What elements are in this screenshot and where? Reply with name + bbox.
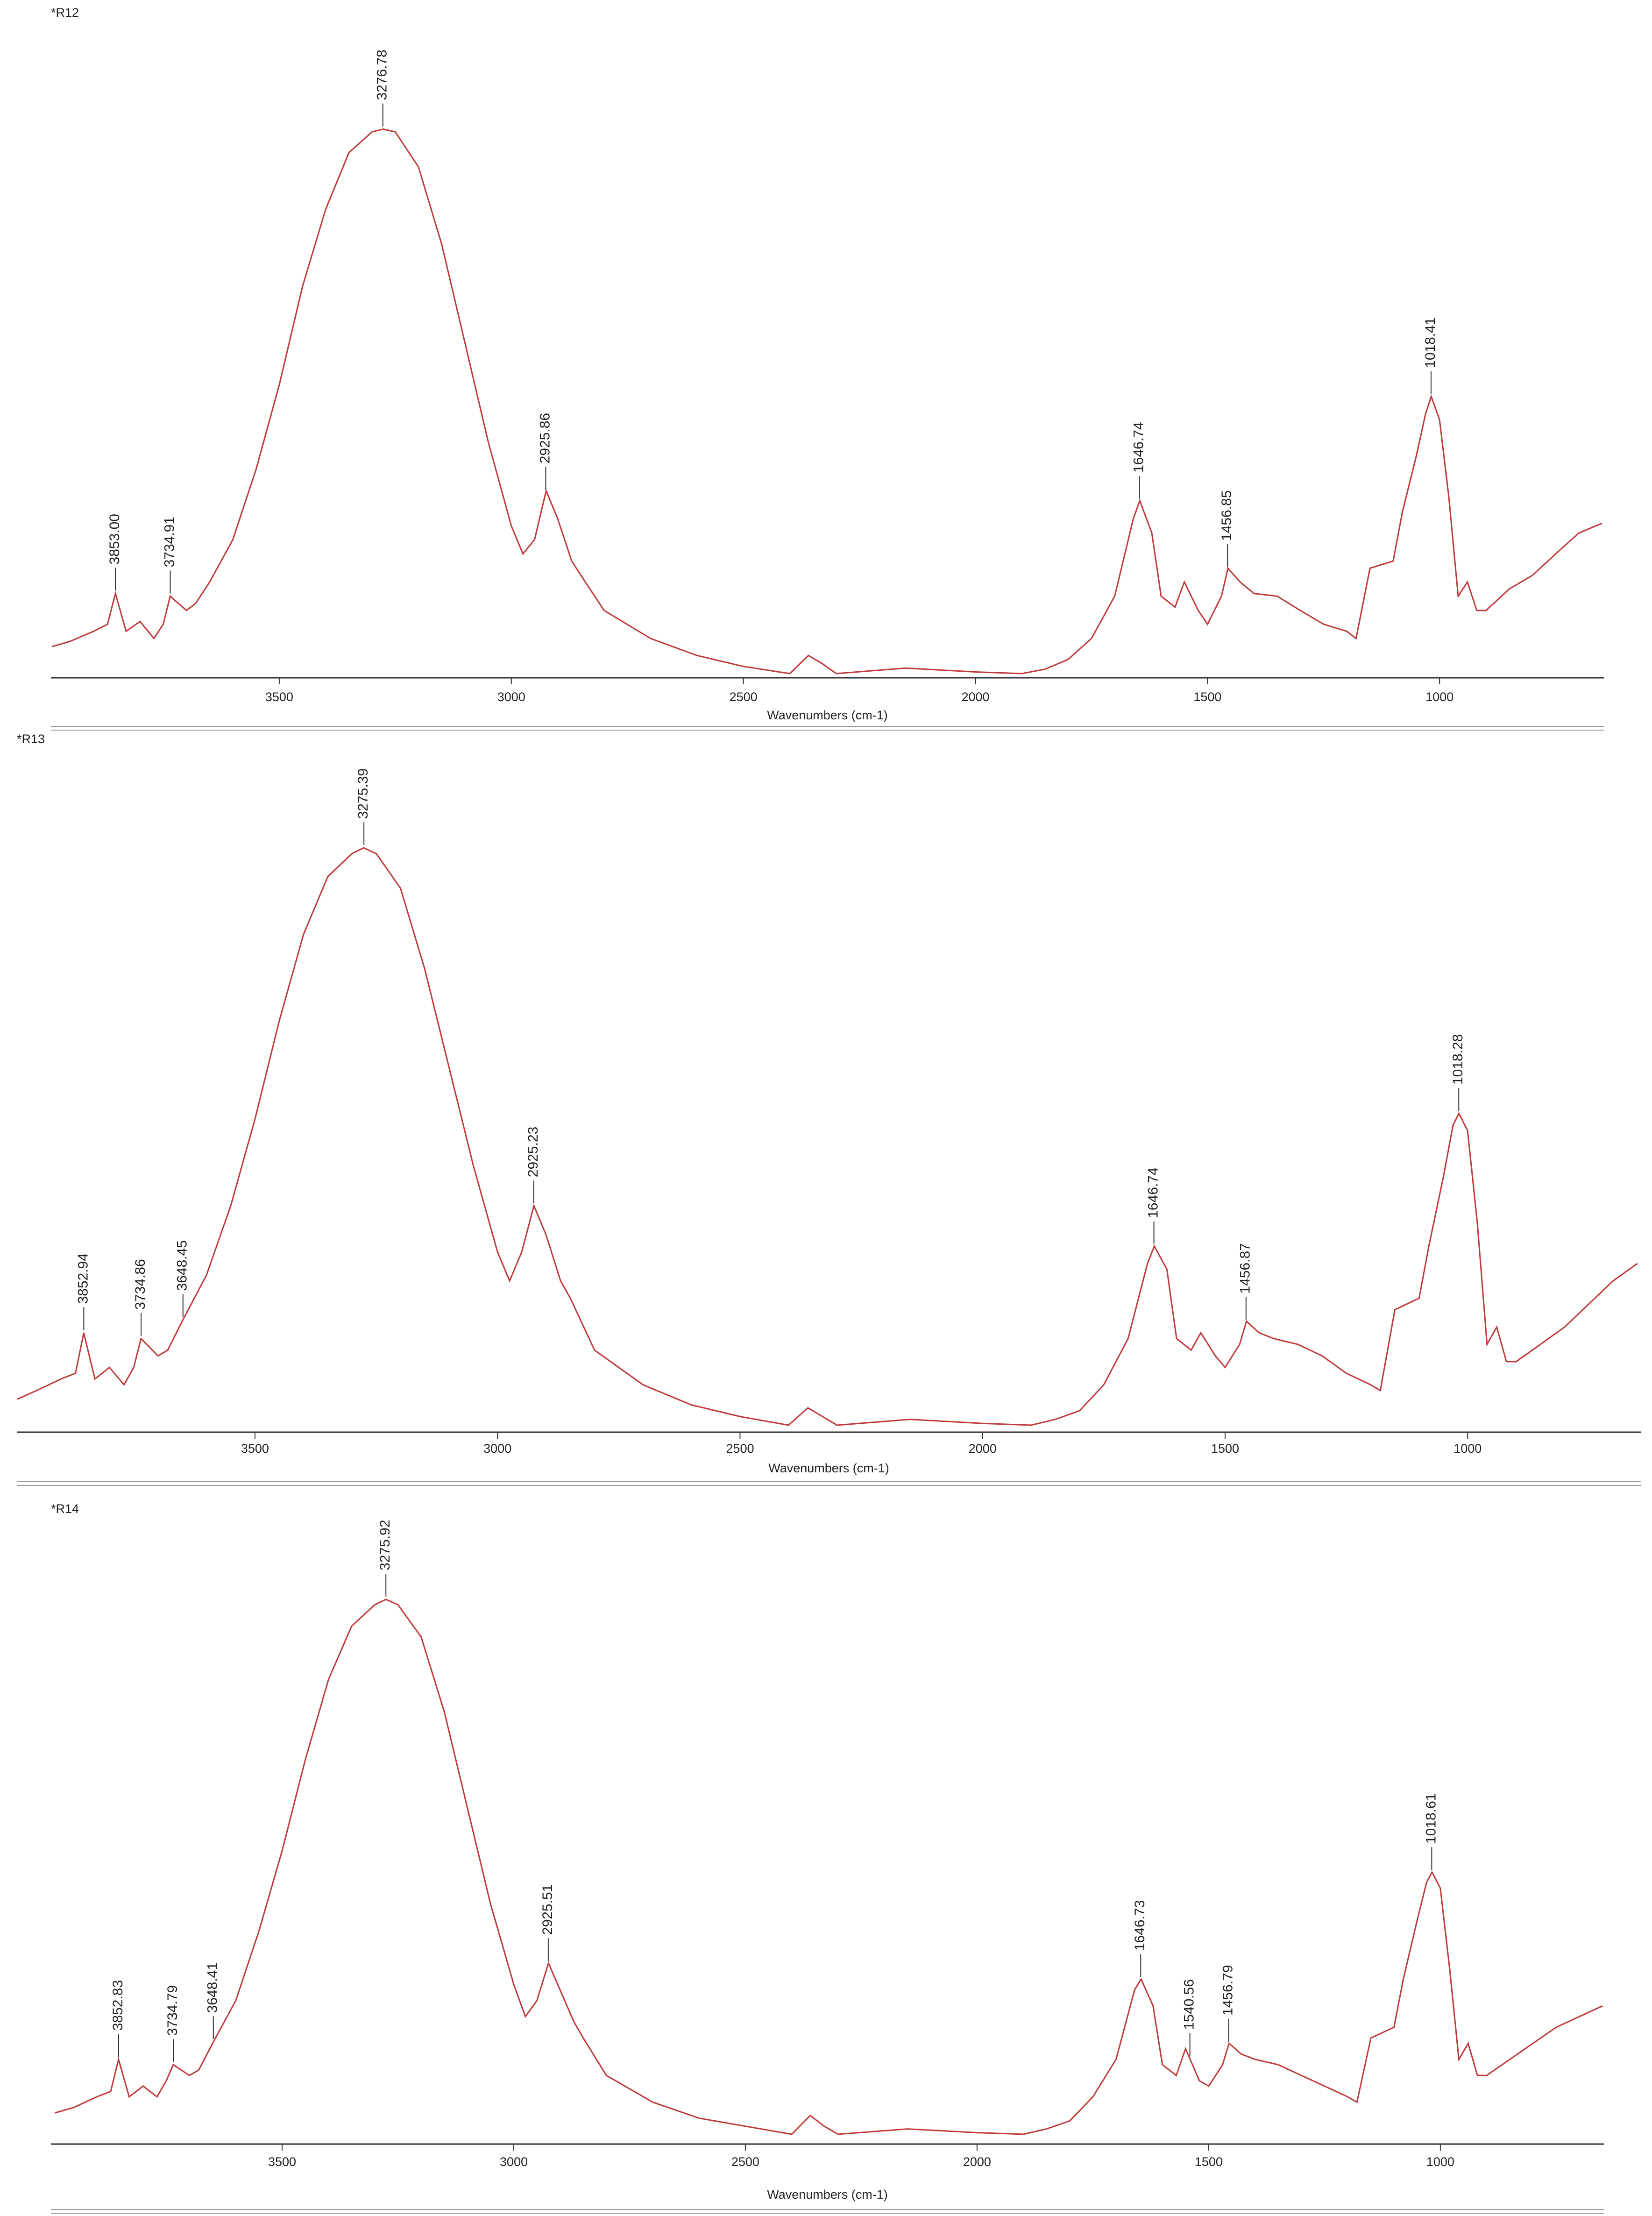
- peak-label: 3853.00: [107, 514, 122, 564]
- chart-title: *R14: [51, 1502, 79, 1516]
- x-tick-label: 2000: [969, 1442, 997, 1456]
- peak-label: 3734.86: [133, 1259, 148, 1309]
- x-tick-label: 3500: [241, 1442, 269, 1456]
- x-axis-label: Wavenumbers (cm-1): [767, 708, 888, 722]
- peak-label: 1456.79: [1220, 1965, 1236, 2015]
- peak-label: 1018.61: [1423, 1793, 1439, 1844]
- x-tick-label: 1500: [1211, 1442, 1239, 1456]
- peak-label: 3734.91: [162, 517, 177, 567]
- x-tick-label: 1500: [1195, 2155, 1223, 2169]
- peak-label: 1456.85: [1219, 490, 1234, 541]
- x-tick-label: 1000: [1425, 690, 1453, 704]
- x-tick-label: 3500: [268, 2155, 296, 2169]
- x-tick-label: 3000: [483, 1442, 511, 1456]
- x-tick-label: 2000: [963, 2155, 991, 2169]
- peak-label: 1018.41: [1423, 317, 1438, 368]
- peak-label: 3648.41: [205, 1962, 220, 2013]
- peak-label: 2925.86: [537, 413, 553, 463]
- x-axis-label: Wavenumbers (cm-1): [767, 2188, 888, 2202]
- peak-label: 3734.79: [165, 1985, 180, 2036]
- x-tick-label: 1500: [1193, 690, 1221, 704]
- x-tick-label: 3000: [500, 2155, 528, 2169]
- peak-label: 1646.74: [1146, 1167, 1161, 1218]
- peak-label: 3276.78: [375, 50, 390, 100]
- x-axis-label: Wavenumbers (cm-1): [768, 1461, 889, 1475]
- x-tick-label: 2500: [731, 2155, 759, 2169]
- peak-label: 3648.45: [175, 1240, 190, 1291]
- chart-title: *R13: [17, 732, 45, 746]
- x-tick-label: 1000: [1453, 1442, 1482, 1456]
- peak-label: 1018.28: [1450, 1034, 1466, 1085]
- x-tick-label: 1000: [1426, 2155, 1454, 2169]
- peak-label: 1540.56: [1182, 1979, 1197, 2030]
- x-tick-label: 2500: [726, 1442, 754, 1456]
- chart-title: *R12: [51, 6, 79, 20]
- x-tick-label: 2500: [730, 690, 758, 704]
- peak-label: 1456.87: [1238, 1243, 1253, 1293]
- peak-label: 3275.39: [355, 768, 371, 819]
- peak-label: 2925.23: [525, 1127, 541, 1177]
- x-tick-label: 2000: [961, 690, 989, 704]
- x-tick-label: 3500: [265, 690, 293, 704]
- peak-label: 1646.74: [1131, 422, 1146, 472]
- spectrum-line: [17, 847, 1638, 1426]
- peak-label: 1646.73: [1132, 1900, 1148, 1951]
- spectrum-line: [51, 128, 1602, 675]
- peak-label: 3852.83: [110, 1980, 126, 2031]
- peak-label: 2925.51: [540, 1884, 555, 1935]
- peak-label: 3275.92: [377, 1520, 393, 1570]
- peak-label: 3852.94: [75, 1253, 91, 1304]
- spectrum-line: [55, 1598, 1603, 2135]
- x-tick-label: 3000: [497, 690, 525, 704]
